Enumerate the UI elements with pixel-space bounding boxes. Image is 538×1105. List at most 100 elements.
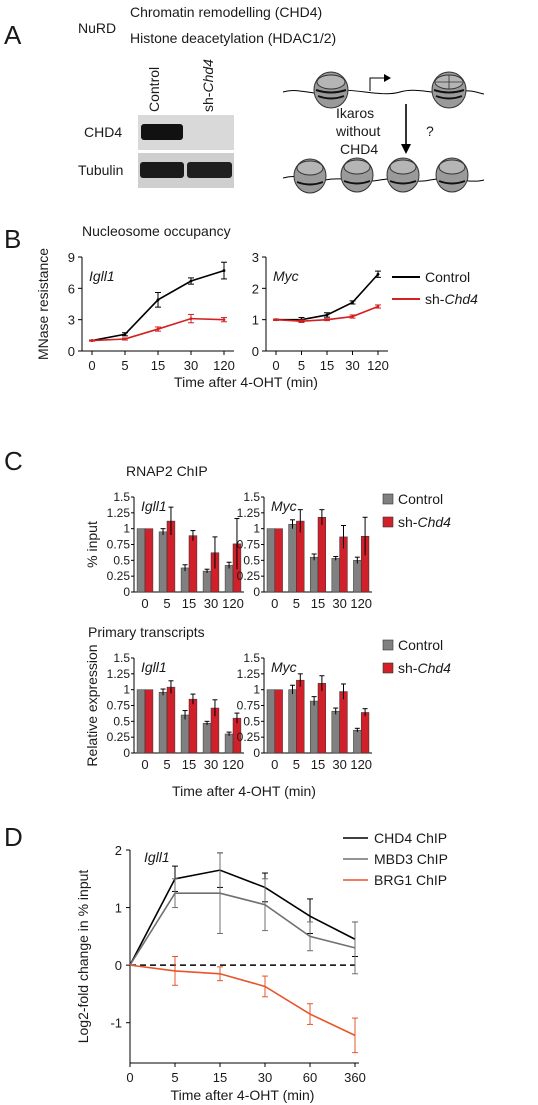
x-tick-label: 15	[182, 757, 196, 772]
data-point	[123, 332, 127, 336]
bar	[266, 689, 276, 754]
bar	[288, 689, 297, 754]
series-line	[129, 892, 356, 966]
legend-b: Control sh-Chd4	[392, 269, 478, 307]
y-tick-label: 1.25	[237, 667, 261, 681]
bar	[166, 686, 176, 754]
x-tick-label: 5	[293, 596, 300, 611]
bar	[266, 528, 276, 593]
data-point	[90, 339, 94, 342]
chart-d: -1 0 1 2 0 5 15 30 60 360 Igll1 Log2-fold change in…	[75, 843, 366, 1103]
tss-arrow	[369, 77, 384, 91]
y-axis-label: % input	[84, 521, 100, 568]
y-tick-label: 0.5	[243, 553, 260, 567]
x-axis-label: Time after 4-OHT (min)	[174, 374, 318, 390]
svg-text:BRG1 ChIP: BRG1 ChIP	[374, 872, 447, 888]
legend-c-bottom: Control sh-Chd4	[382, 637, 451, 676]
bar	[274, 528, 283, 593]
bar	[188, 698, 198, 754]
y-tick-label: 3	[252, 250, 259, 265]
x-tick-label: 120	[213, 358, 235, 373]
y-tick-label: 0.5	[113, 714, 130, 728]
y-tick-label: 0	[115, 958, 122, 973]
x-tick-label: 120	[367, 358, 389, 373]
bar	[180, 567, 190, 593]
y-tick-label: 0.25	[237, 569, 261, 583]
y-tick-label: 1	[115, 901, 122, 916]
y-tick-label: 0	[68, 344, 75, 359]
bar	[224, 733, 234, 754]
y-tick-label: 0.75	[107, 699, 131, 713]
y-tick-label: 0	[123, 585, 130, 599]
y-tick-label: 0.25	[107, 730, 131, 744]
y-tick-label: 9	[68, 250, 75, 265]
y-axis-label: Log2-fold change in % input	[75, 870, 91, 1044]
x-tick-label: 120	[222, 596, 244, 611]
y-axis-label: Relative expression	[84, 644, 100, 766]
y-tick-label: 1.5	[243, 651, 260, 665]
data-point	[325, 318, 329, 322]
nurd-line-2: Histone deacetylation (HDAC1/2)	[130, 30, 336, 46]
data-point	[189, 279, 193, 283]
panel-letter-c: C	[4, 446, 23, 476]
y-tick-label: 0.75	[107, 538, 131, 552]
bar	[202, 722, 212, 754]
blot-tubulin-band-control	[140, 162, 184, 178]
data-point	[300, 319, 303, 323]
diagram-ikaros: Ikaros	[336, 105, 374, 121]
gene-label: Igll1	[144, 849, 170, 865]
x-tick-label: 60	[303, 1070, 317, 1085]
y-tick-label: 1.25	[237, 506, 261, 520]
x-tick-label: 0	[271, 757, 278, 772]
panel-letter-a: A	[4, 20, 22, 50]
y-tick-label: 0	[123, 746, 130, 760]
y-tick-label: 0.5	[243, 714, 260, 728]
y-tick-label: 0.5	[113, 553, 130, 567]
legend-c-top: Control sh-Chd4	[382, 491, 451, 530]
y-tick-label: 6	[68, 281, 75, 296]
bar	[317, 683, 327, 754]
bar	[274, 689, 283, 754]
data-point	[351, 301, 354, 304]
data-point	[351, 315, 354, 318]
svg-text:sh-Chd4: sh-Chd4	[398, 514, 451, 530]
x-tick-label: 30	[345, 358, 359, 373]
blot-chd4-band	[141, 124, 183, 140]
x-tick-label: 30	[332, 596, 346, 611]
x-tick-label: 0	[272, 358, 279, 373]
y-tick-label: 0.75	[237, 538, 261, 552]
y-tick-label: 1	[123, 683, 130, 697]
data-point	[156, 327, 160, 331]
gene-label: Igll1	[141, 659, 167, 675]
svg-text:sh-Chd4: sh-Chd4	[398, 660, 451, 676]
x-tick-label: 5	[171, 1070, 178, 1085]
legend-d: CHD4 ChIP MBD3 ChIP BRG1 ChIP	[343, 830, 448, 888]
bar	[288, 523, 297, 593]
x-tick-label: 5	[121, 358, 128, 373]
blot-row-chd4: CHD4	[84, 124, 122, 140]
x-tick-label: 120	[222, 757, 244, 772]
x-tick-label: 5	[298, 358, 305, 373]
y-tick-label: 0	[253, 585, 260, 599]
panel-letter-b: B	[4, 224, 21, 254]
nucleosome-bottom-4	[435, 157, 469, 193]
data-point	[376, 272, 380, 276]
gene-label: Myc	[271, 659, 297, 675]
nurd-line-1: Chromatin remodelling (CHD4)	[130, 4, 322, 20]
data-point	[156, 298, 160, 302]
panel-c-title-bottom: Primary transcripts	[88, 624, 205, 640]
nucleosome-top-2	[431, 71, 467, 109]
x-tick-label: 5	[163, 596, 170, 611]
bar	[158, 691, 168, 754]
gene-label: Myc	[271, 498, 297, 514]
blot-tubulin-band-shchd4	[187, 162, 232, 178]
bar	[144, 689, 154, 754]
x-axis-label: Time after 4-OHT (min)	[171, 1087, 315, 1103]
svg-text:Control: Control	[398, 491, 443, 507]
x-tick-label: 5	[163, 757, 170, 772]
bar	[224, 565, 234, 593]
